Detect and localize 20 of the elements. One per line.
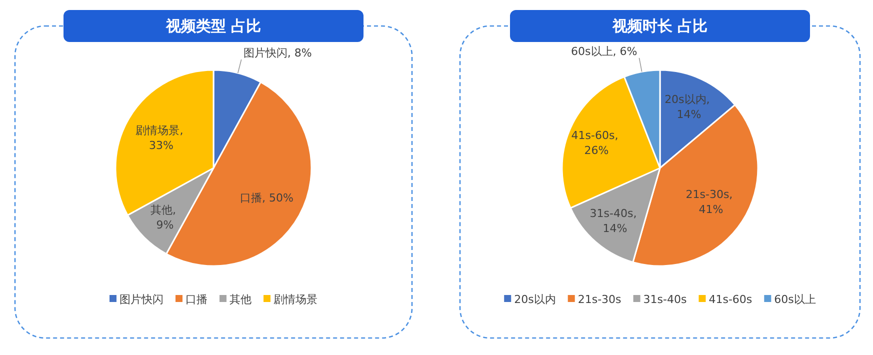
legend-label: 口播 — [186, 293, 208, 306]
legend-label: 21s-30s — [578, 293, 622, 306]
chart-title: 视频类型 占比 — [164, 17, 262, 35]
data-label: 剧情场景, 33% — [136, 124, 187, 152]
legend-label: 31s-40s — [643, 293, 687, 306]
chart-title: 视频时长 占比 — [611, 17, 708, 35]
legend-label: 其他 — [230, 293, 252, 306]
legend-label: 41s-60s — [708, 293, 752, 306]
data-label: 41s-60s, 26% — [571, 128, 622, 157]
data-label: 21s-30s, 41% — [686, 188, 736, 216]
legend-label: 60s以上 — [774, 293, 816, 306]
data-label: 20s以内, 14% — [664, 92, 714, 121]
data-label: 图片快闪, 8% — [243, 46, 312, 60]
data-label: 口播, 50% — [240, 191, 294, 204]
data-label: 31s-40s, 14% — [590, 206, 640, 235]
legend-label: 图片快闪 — [120, 293, 164, 306]
legend-label: 20s以内 — [514, 293, 556, 306]
data-label: 60s以上, 6% — [571, 44, 638, 58]
legend-label: 剧情场景 — [274, 293, 318, 306]
data-label: 其他, 9% — [150, 204, 180, 232]
